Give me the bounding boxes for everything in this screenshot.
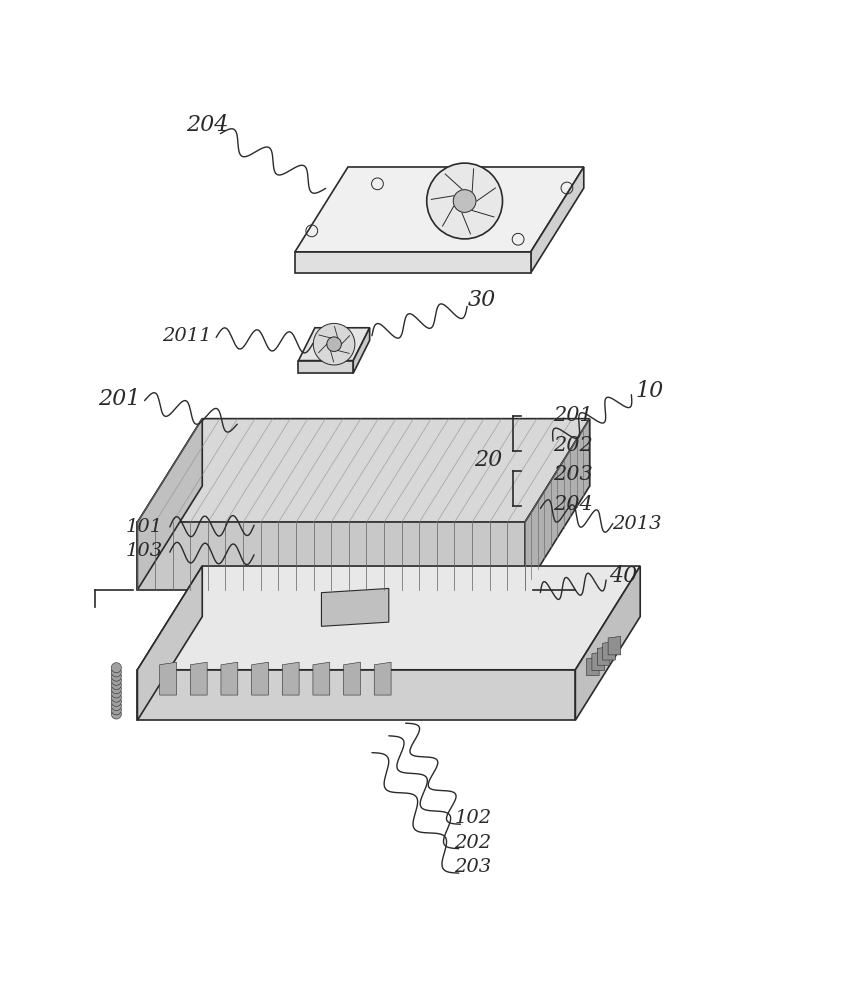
Circle shape bbox=[452, 190, 475, 212]
Polygon shape bbox=[282, 662, 299, 695]
Text: 30: 30 bbox=[467, 289, 495, 311]
Circle shape bbox=[313, 323, 354, 365]
Text: 201: 201 bbox=[98, 388, 140, 410]
Polygon shape bbox=[252, 662, 268, 695]
Text: 20: 20 bbox=[473, 449, 501, 471]
Polygon shape bbox=[138, 566, 640, 670]
Circle shape bbox=[111, 705, 122, 715]
Polygon shape bbox=[298, 328, 369, 361]
Text: 204: 204 bbox=[187, 114, 229, 136]
Circle shape bbox=[111, 701, 122, 711]
Polygon shape bbox=[138, 419, 202, 590]
Text: 103: 103 bbox=[126, 542, 163, 560]
Circle shape bbox=[111, 671, 122, 681]
Circle shape bbox=[111, 692, 122, 702]
Polygon shape bbox=[298, 361, 353, 373]
Polygon shape bbox=[353, 328, 369, 373]
Text: 2013: 2013 bbox=[612, 515, 661, 533]
Circle shape bbox=[111, 688, 122, 698]
Polygon shape bbox=[312, 662, 329, 695]
Polygon shape bbox=[138, 522, 524, 590]
Polygon shape bbox=[220, 662, 237, 695]
Circle shape bbox=[111, 675, 122, 685]
Polygon shape bbox=[295, 167, 583, 252]
Polygon shape bbox=[138, 566, 202, 720]
Polygon shape bbox=[575, 566, 640, 720]
Polygon shape bbox=[586, 657, 598, 676]
Polygon shape bbox=[295, 252, 530, 273]
Text: 203: 203 bbox=[552, 465, 592, 484]
Circle shape bbox=[111, 663, 122, 673]
Polygon shape bbox=[524, 419, 589, 590]
Circle shape bbox=[111, 696, 122, 706]
Polygon shape bbox=[608, 636, 620, 655]
Polygon shape bbox=[344, 662, 360, 695]
Polygon shape bbox=[321, 588, 388, 626]
Text: 202: 202 bbox=[552, 436, 592, 455]
Text: 202: 202 bbox=[454, 834, 491, 852]
Circle shape bbox=[426, 163, 502, 239]
Text: 203: 203 bbox=[454, 858, 491, 876]
Circle shape bbox=[111, 709, 122, 719]
Polygon shape bbox=[597, 647, 609, 665]
Polygon shape bbox=[138, 670, 575, 720]
Text: 40: 40 bbox=[609, 565, 636, 587]
Circle shape bbox=[111, 667, 122, 677]
Text: 204: 204 bbox=[552, 495, 592, 514]
Text: 102: 102 bbox=[454, 809, 491, 827]
Polygon shape bbox=[591, 652, 603, 670]
Circle shape bbox=[111, 679, 122, 690]
Polygon shape bbox=[530, 167, 583, 273]
Polygon shape bbox=[190, 662, 207, 695]
Polygon shape bbox=[374, 662, 391, 695]
Text: 201: 201 bbox=[552, 406, 592, 425]
Polygon shape bbox=[138, 419, 589, 522]
Polygon shape bbox=[602, 642, 614, 660]
Text: 101: 101 bbox=[126, 518, 163, 536]
Text: 10: 10 bbox=[635, 380, 663, 402]
Polygon shape bbox=[160, 662, 176, 695]
Circle shape bbox=[111, 684, 122, 694]
Text: 2011: 2011 bbox=[162, 327, 211, 345]
Circle shape bbox=[327, 337, 341, 351]
